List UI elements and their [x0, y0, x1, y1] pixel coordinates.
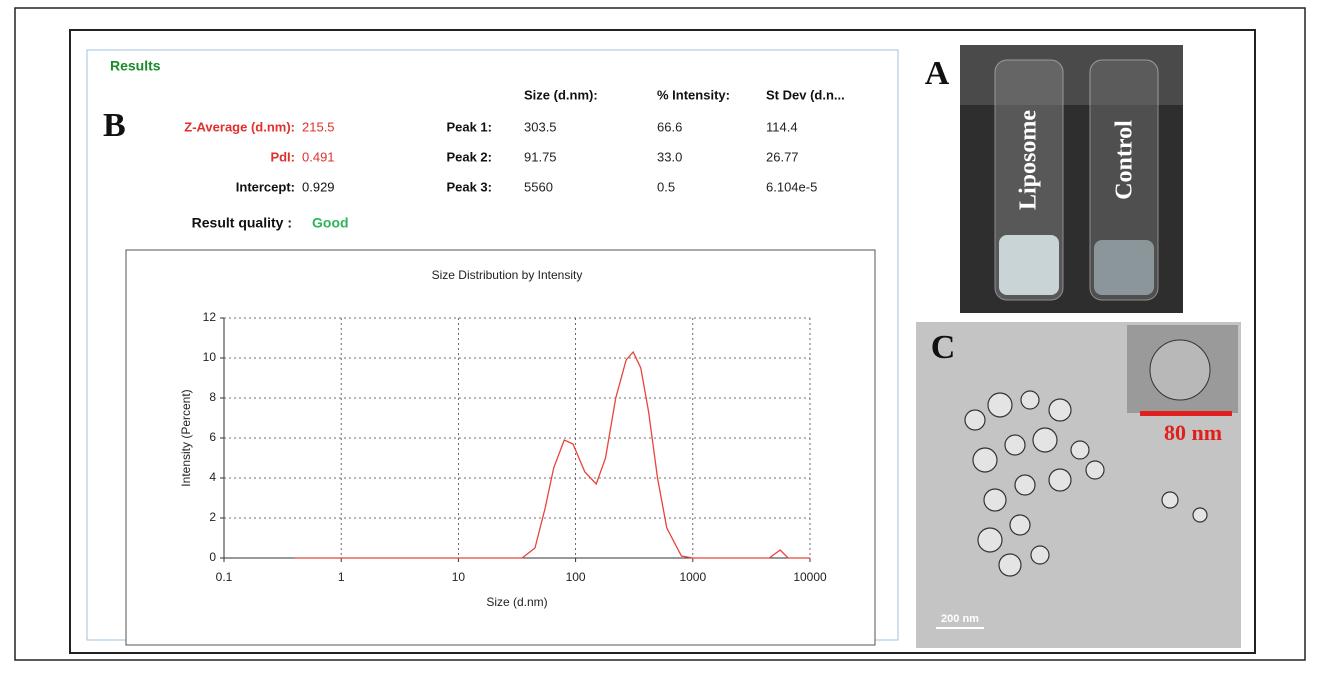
results-header: Results [110, 58, 161, 74]
cell: 114.4 [766, 119, 798, 134]
panel-label: C [931, 329, 956, 366]
scale-bar [1140, 411, 1232, 416]
x-tick-label: 0.1 [216, 570, 233, 584]
summary-label: PdI: [270, 149, 295, 164]
cell: 6.104e-5 [766, 179, 817, 194]
row-label: Peak 1: [446, 119, 492, 134]
scale-bar [936, 627, 984, 629]
cell: 0.5 [657, 179, 675, 194]
summary-label: Z-Average (d.nm): [184, 119, 295, 134]
y-tick-label: 6 [209, 430, 216, 444]
cell: 91.75 [524, 149, 557, 164]
y-tick-label: 4 [209, 470, 216, 484]
x-axis-label: Size (d.nm) [486, 595, 547, 609]
column-header: % Intensity: [657, 87, 730, 102]
x-tick-label: 10 [452, 570, 466, 584]
column-header: Size (d.nm): [524, 87, 598, 102]
y-axis-label: Intensity (Percent) [179, 389, 193, 486]
cell: 26.77 [766, 149, 799, 164]
panel-label: A [925, 55, 950, 92]
chart-title: Size Distribution by Intensity [432, 268, 583, 282]
inset-scale: 80 nm [1164, 420, 1222, 445]
y-tick-label: 8 [209, 390, 216, 404]
column-header: St Dev (d.n... [766, 87, 845, 102]
chart-frame [126, 250, 875, 645]
summary-value: 0.491 [302, 149, 335, 164]
inset-vesicle [1150, 340, 1210, 400]
vial-liquid [1094, 240, 1154, 295]
quality-label: Result quality : [192, 215, 292, 231]
vial-label: Control [1112, 120, 1138, 200]
summary-value: 215.5 [302, 119, 335, 134]
cell: 5560 [524, 179, 553, 194]
row-label: Peak 2: [446, 149, 492, 164]
panel-label: B [103, 107, 126, 144]
summary-label: Intercept: [236, 179, 295, 194]
scale-label: 200 nm [941, 613, 979, 625]
x-tick-label: 100 [566, 570, 586, 584]
y-tick-label: 12 [203, 310, 217, 324]
vial-liquid [999, 235, 1059, 295]
cell: 33.0 [657, 149, 682, 164]
quality-value: Good [312, 215, 349, 231]
x-tick-label: 10000 [793, 570, 827, 584]
y-tick-label: 10 [203, 350, 217, 364]
vial-label: Liposome [1016, 110, 1042, 210]
y-tick-label: 0 [209, 550, 216, 564]
x-tick-label: 1000 [679, 570, 706, 584]
figure: Results B Result quality : Good A Liposo… [0, 0, 1319, 675]
y-tick-label: 2 [209, 510, 216, 524]
summary-value: 0.929 [302, 179, 335, 194]
cell: 66.6 [657, 119, 682, 134]
x-tick-label: 1 [338, 570, 345, 584]
row-label: Peak 3: [446, 179, 492, 194]
cell: 303.5 [524, 119, 557, 134]
